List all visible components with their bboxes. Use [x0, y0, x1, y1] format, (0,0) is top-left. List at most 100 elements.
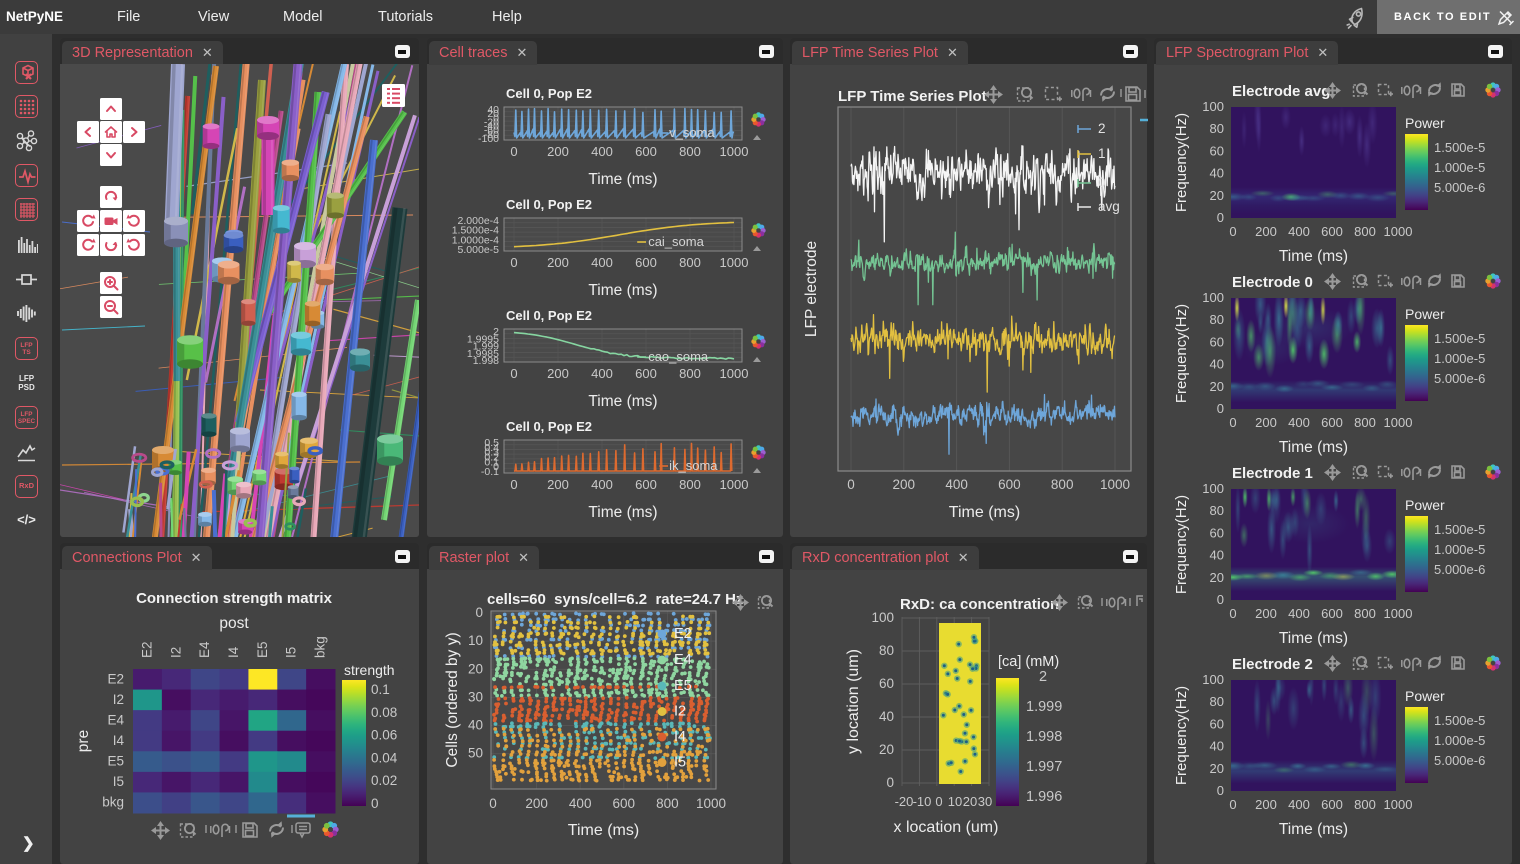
svg-text:Cell 0, Pop E2: Cell 0, Pop E2 [506, 308, 592, 323]
svg-text:20: 20 [1210, 570, 1224, 585]
svg-text:200: 200 [547, 366, 569, 381]
svg-text:0.04: 0.04 [371, 750, 398, 765]
svg-text:0: 0 [489, 796, 497, 811]
svg-text:0.5: 0.5 [484, 437, 499, 449]
svg-text:Electrode avg: Electrode avg [1232, 83, 1330, 100]
svg-text:Cells (ordered by y): Cells (ordered by y) [444, 632, 461, 767]
svg-text:E5: E5 [107, 754, 124, 769]
svg-text:40: 40 [1210, 548, 1224, 563]
svg-text:600: 600 [1321, 415, 1343, 430]
svg-text:Time (ms): Time (ms) [949, 504, 1020, 521]
svg-text:I4: I4 [674, 729, 686, 745]
svg-text:400: 400 [569, 796, 592, 811]
svg-text:0: 0 [510, 144, 517, 159]
svg-text:v_soma: v_soma [669, 125, 715, 140]
svg-text:60: 60 [1210, 334, 1224, 349]
svg-text:1000: 1000 [696, 796, 726, 811]
svg-text:0: 0 [493, 461, 499, 473]
svg-text:0: 0 [510, 366, 517, 381]
svg-text:80: 80 [1210, 503, 1224, 518]
svg-text:20: 20 [1210, 188, 1224, 203]
svg-text:avg: avg [1098, 199, 1120, 214]
svg-text:0: 0 [886, 775, 894, 790]
svg-text:pre: pre [75, 730, 92, 752]
svg-text:-20: -20 [895, 794, 914, 809]
svg-text:400: 400 [591, 255, 613, 270]
svg-text:0.2: 0.2 [484, 452, 499, 464]
svg-text:60: 60 [1210, 716, 1224, 731]
svg-text:80: 80 [1210, 312, 1224, 327]
svg-text:-60: -60 [484, 125, 499, 137]
svg-text:I4: I4 [113, 733, 125, 748]
svg-text:Cell 0, Pop E2: Cell 0, Pop E2 [506, 197, 592, 212]
svg-text:10: 10 [948, 794, 962, 809]
svg-text:0.3: 0.3 [484, 447, 499, 459]
svg-text:[ca] (mM): [ca] (mM) [998, 654, 1059, 670]
svg-text:100: 100 [1202, 99, 1224, 114]
svg-text:100: 100 [1202, 672, 1224, 687]
svg-text:Frequency(Hz): Frequency(Hz) [1173, 495, 1190, 594]
svg-text:1000: 1000 [720, 366, 749, 381]
svg-text:800: 800 [679, 477, 701, 492]
svg-text:20: 20 [879, 742, 894, 757]
svg-text:5.000e-6: 5.000e-6 [1434, 562, 1485, 577]
svg-text:600: 600 [1321, 606, 1343, 621]
svg-text:LFP Time Series Plot: LFP Time Series Plot [838, 88, 987, 105]
svg-text:600: 600 [1321, 224, 1343, 239]
svg-text:600: 600 [998, 477, 1021, 492]
svg-text:0: 0 [1217, 401, 1224, 416]
svg-text:10: 10 [468, 633, 483, 648]
svg-text:800: 800 [679, 366, 701, 381]
svg-text:600: 600 [635, 366, 657, 381]
svg-text:RxD: ca concentration: RxD: ca concentration [900, 596, 1059, 613]
svg-text:800: 800 [1354, 415, 1376, 430]
svg-text:200: 200 [1255, 415, 1277, 430]
svg-text:40: 40 [1210, 357, 1224, 372]
svg-text:40: 40 [879, 709, 894, 724]
svg-text:5.000e-6: 5.000e-6 [1434, 753, 1485, 768]
svg-text:Electrode 2: Electrode 2 [1232, 656, 1313, 673]
svg-text:20: 20 [468, 661, 483, 676]
svg-text:-40: -40 [484, 121, 499, 133]
svg-text:1.500e-5: 1.500e-5 [1434, 331, 1485, 346]
svg-text:Time (ms): Time (ms) [588, 282, 657, 299]
svg-text:cai_soma: cai_soma [648, 234, 704, 249]
svg-text:1.000e-5: 1.000e-5 [1434, 733, 1485, 748]
svg-text:100: 100 [1202, 290, 1224, 305]
svg-text:60: 60 [1210, 143, 1224, 158]
svg-text:1000: 1000 [1384, 797, 1413, 812]
svg-text:400: 400 [1288, 797, 1310, 812]
svg-text:Time (ms): Time (ms) [588, 504, 657, 521]
svg-text:600: 600 [635, 255, 657, 270]
svg-text:Cell 0, Pop E2: Cell 0, Pop E2 [506, 86, 592, 101]
svg-text:Power: Power [1405, 497, 1445, 513]
svg-text:0: 0 [510, 255, 517, 270]
svg-text:Frequency(Hz): Frequency(Hz) [1173, 304, 1190, 403]
svg-text:1000: 1000 [720, 255, 749, 270]
svg-text:5.000e-6: 5.000e-6 [1434, 371, 1485, 386]
svg-text:Power: Power [1405, 306, 1445, 322]
svg-text:800: 800 [679, 144, 701, 159]
svg-text:I2: I2 [113, 692, 124, 707]
svg-text:1.996: 1.996 [1026, 789, 1062, 805]
svg-text:800: 800 [679, 255, 701, 270]
svg-text:400: 400 [1288, 606, 1310, 621]
svg-text:5.000e-6: 5.000e-6 [1434, 180, 1485, 195]
svg-text:1000: 1000 [1100, 477, 1130, 492]
svg-text:40: 40 [1210, 739, 1224, 754]
svg-text:0.1: 0.1 [484, 456, 499, 468]
svg-text:800: 800 [1354, 797, 1376, 812]
svg-text:60: 60 [879, 676, 894, 691]
svg-text:Cell 0, Pop E2: Cell 0, Pop E2 [506, 419, 592, 434]
svg-text:cao_soma: cao_soma [648, 349, 709, 364]
svg-text:Power: Power [1405, 115, 1445, 131]
svg-text:200: 200 [1255, 224, 1277, 239]
svg-text:40: 40 [468, 718, 483, 733]
svg-text:strength: strength [344, 662, 395, 678]
svg-text:Time (ms): Time (ms) [588, 171, 657, 188]
svg-text:0: 0 [1217, 210, 1224, 225]
svg-text:0: 0 [1229, 797, 1236, 812]
svg-text:400: 400 [591, 366, 613, 381]
svg-text:I2: I2 [674, 704, 686, 720]
svg-text:400: 400 [591, 477, 613, 492]
